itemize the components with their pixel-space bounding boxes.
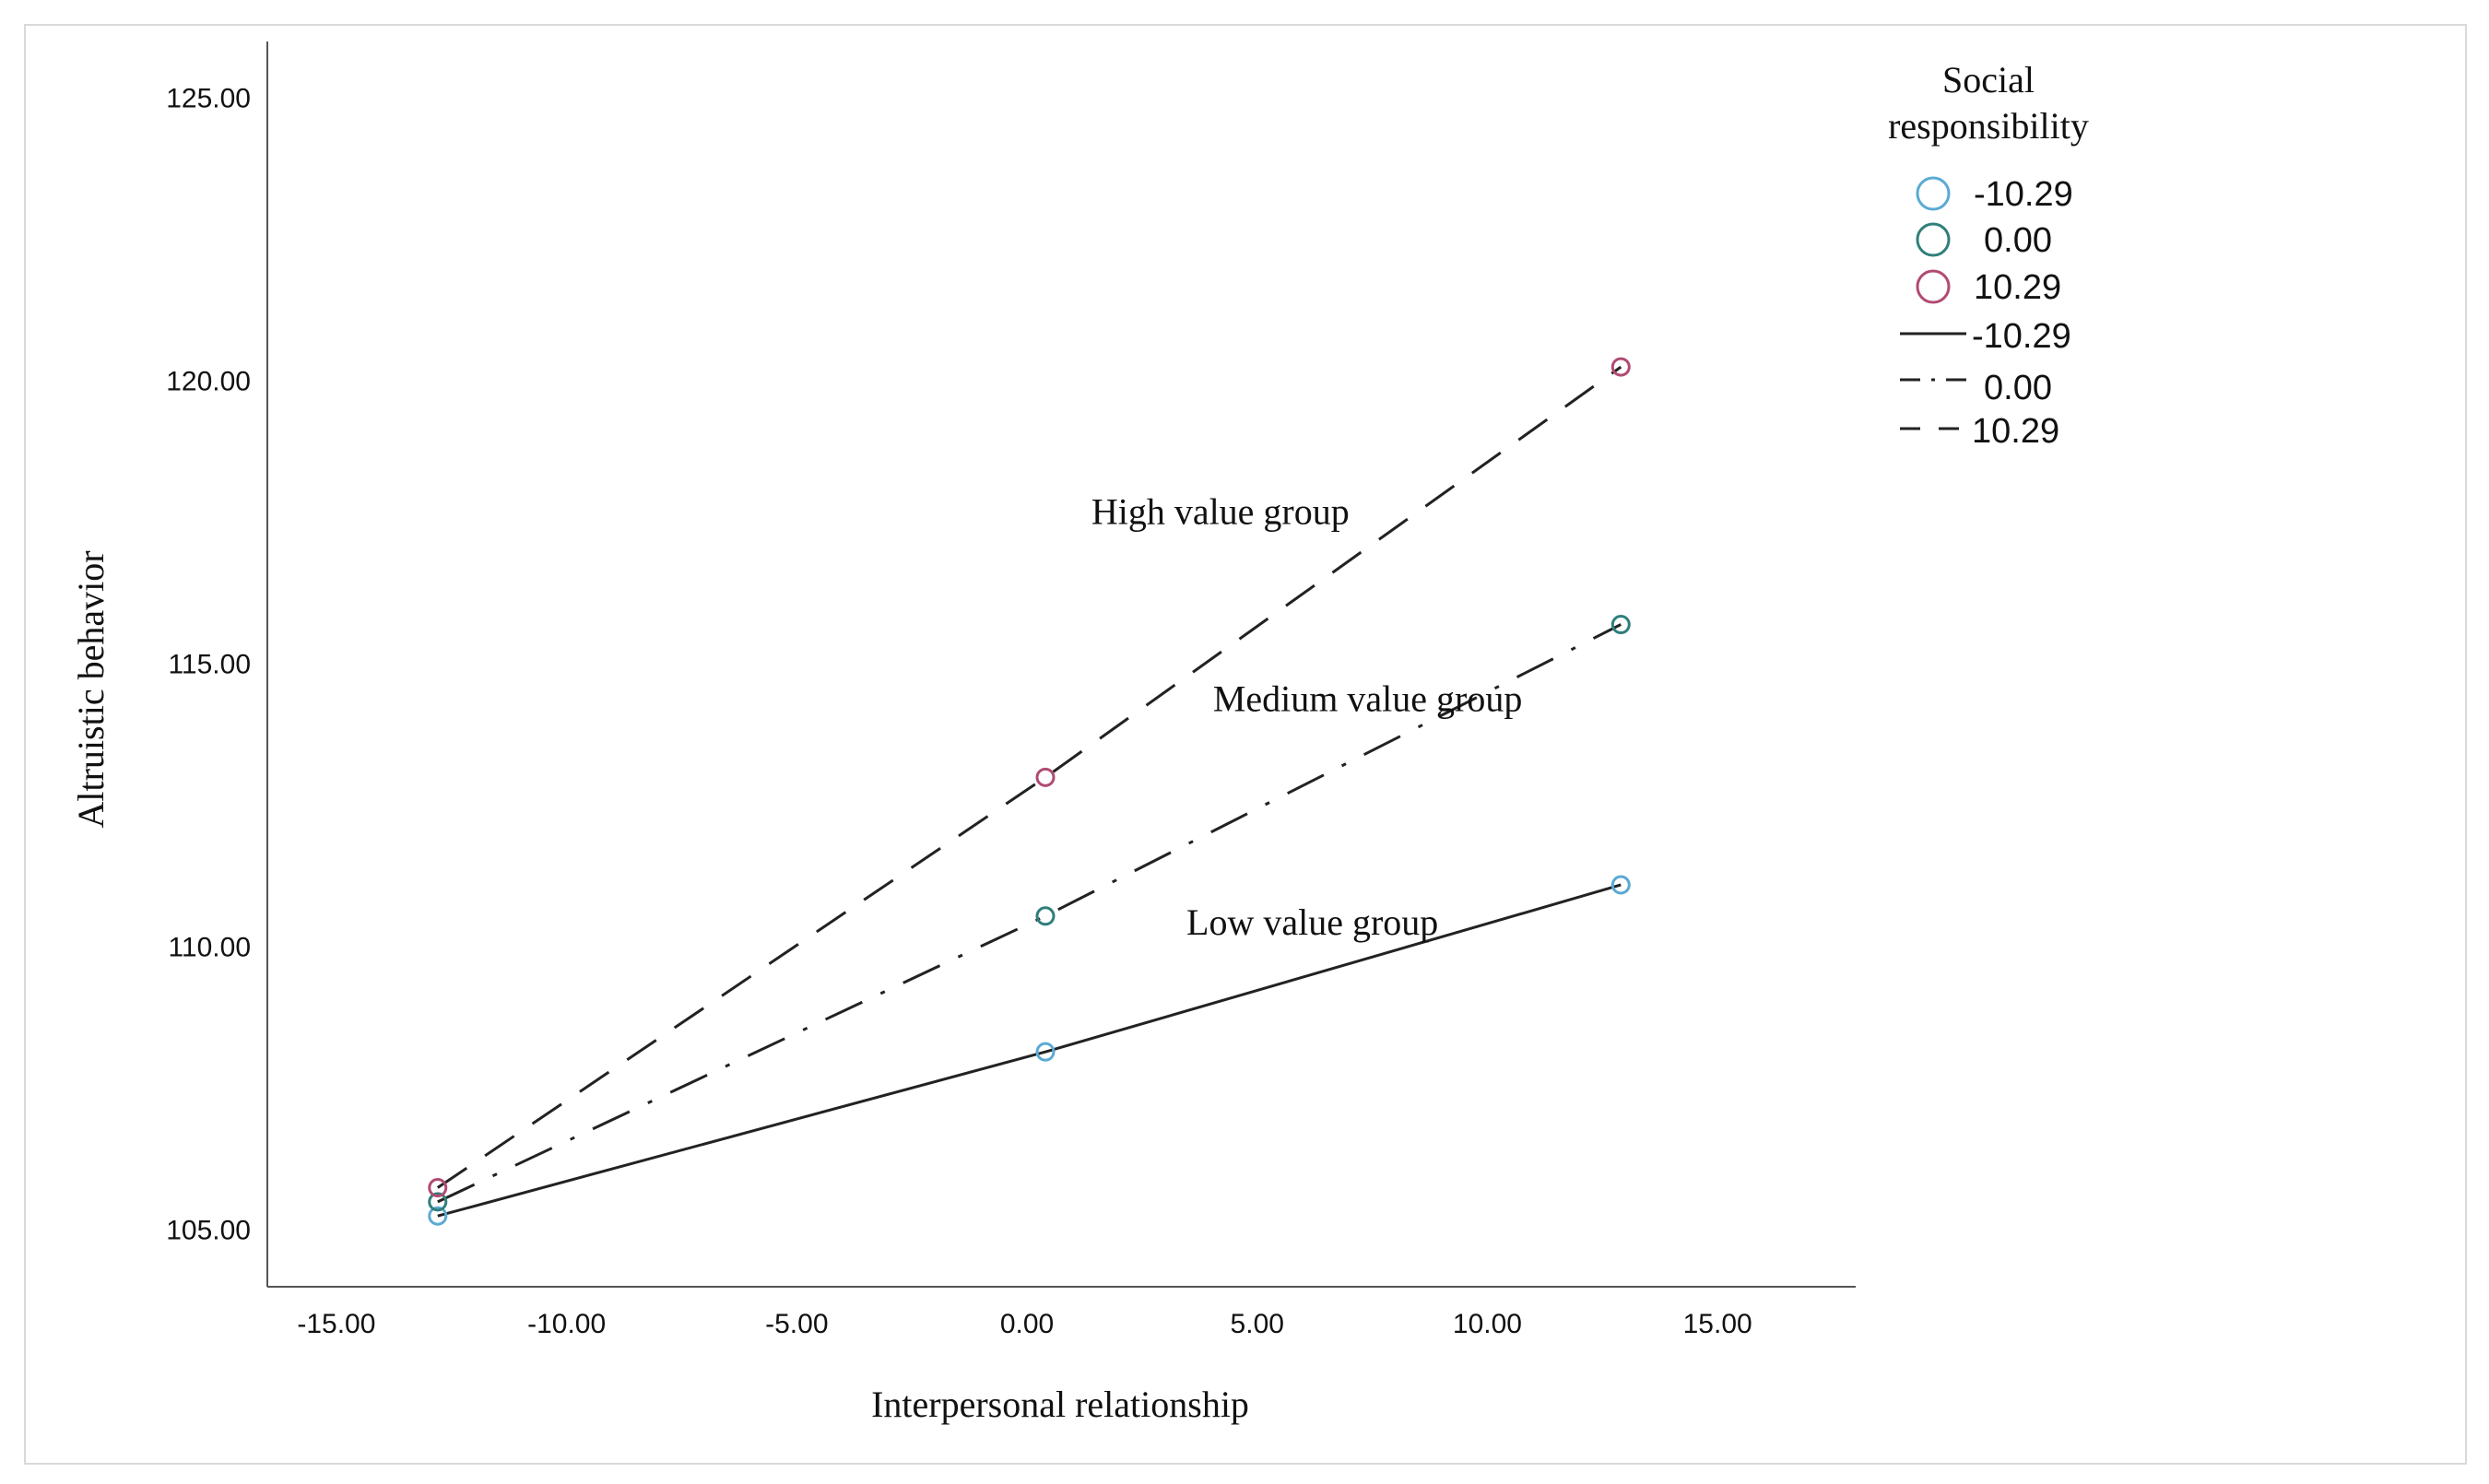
legend-marker-high (1916, 269, 1951, 304)
data-point (1035, 767, 1056, 787)
group-annotation: Medium value group (1213, 677, 1523, 719)
data-point (1610, 615, 1631, 635)
legend-title-line-1: Social (1942, 59, 2035, 100)
y-tick-label: 110.00 (168, 933, 251, 963)
y-axis-title: Altruistic behavior (70, 550, 112, 828)
x-tick-label: 10.00 (1453, 1309, 1522, 1339)
data-point (1035, 906, 1056, 926)
legend-marker-label-low: -10.29 (1974, 175, 2073, 214)
data-point (428, 1192, 448, 1212)
legend: Social responsibility -10.29 0.00 10.29 … (1888, 59, 2089, 451)
x-ticks: -15.00 -10.00 -5.00 0.00 5.00 10.00 15.00 (297, 1309, 1752, 1339)
figure-frame (24, 24, 2467, 1465)
x-tick-label: -15.00 (297, 1309, 375, 1339)
group-annotation: Low value group (1186, 901, 1438, 943)
data-point (1610, 357, 1631, 377)
group-annotations: High value group Medium value group Low va… (1091, 491, 1523, 943)
x-tick-label: -5.00 (765, 1309, 828, 1339)
legend-marker-label-high: 10.29 (1974, 268, 2061, 307)
y-ticks: 105.00 110.00 115.00 120.00 125.00 (166, 83, 251, 1245)
legend-title-line-2: responsibility (1888, 105, 2089, 147)
legend-line-label-low: -10.29 (1972, 317, 2071, 356)
data-point (428, 1178, 448, 1198)
y-tick-label: 115.00 (168, 650, 251, 680)
x-tick-label: 15.00 (1683, 1309, 1752, 1339)
x-tick-label: -10.00 (527, 1309, 606, 1339)
y-tick-label: 105.00 (166, 1216, 251, 1246)
legend-marker-medium (1916, 222, 1951, 257)
y-tick-label: 125.00 (166, 83, 251, 113)
legend-line-label-medium: 0.00 (1984, 369, 2052, 407)
y-tick-label: 120.00 (166, 366, 251, 396)
series-points (428, 357, 1631, 1226)
legend-line-label-high: 10.29 (1972, 412, 2059, 451)
data-point (428, 1206, 448, 1226)
axes (266, 41, 1856, 1288)
data-point (1035, 1042, 1056, 1062)
series-line-solid (437, 883, 1622, 1218)
legend-marker-low (1916, 176, 1951, 211)
legend-marker-label-medium: 0.00 (1984, 221, 2052, 260)
x-tick-label: 0.00 (1000, 1309, 1054, 1339)
data-point (1610, 875, 1631, 895)
x-tick-label: 5.00 (1231, 1309, 1284, 1339)
series-lines (436, 365, 1622, 1218)
x-axis-title: Interpersonal relationship (871, 1384, 1249, 1425)
group-annotation: High value group (1091, 491, 1350, 533)
series-line-dashed (436, 365, 1622, 1189)
